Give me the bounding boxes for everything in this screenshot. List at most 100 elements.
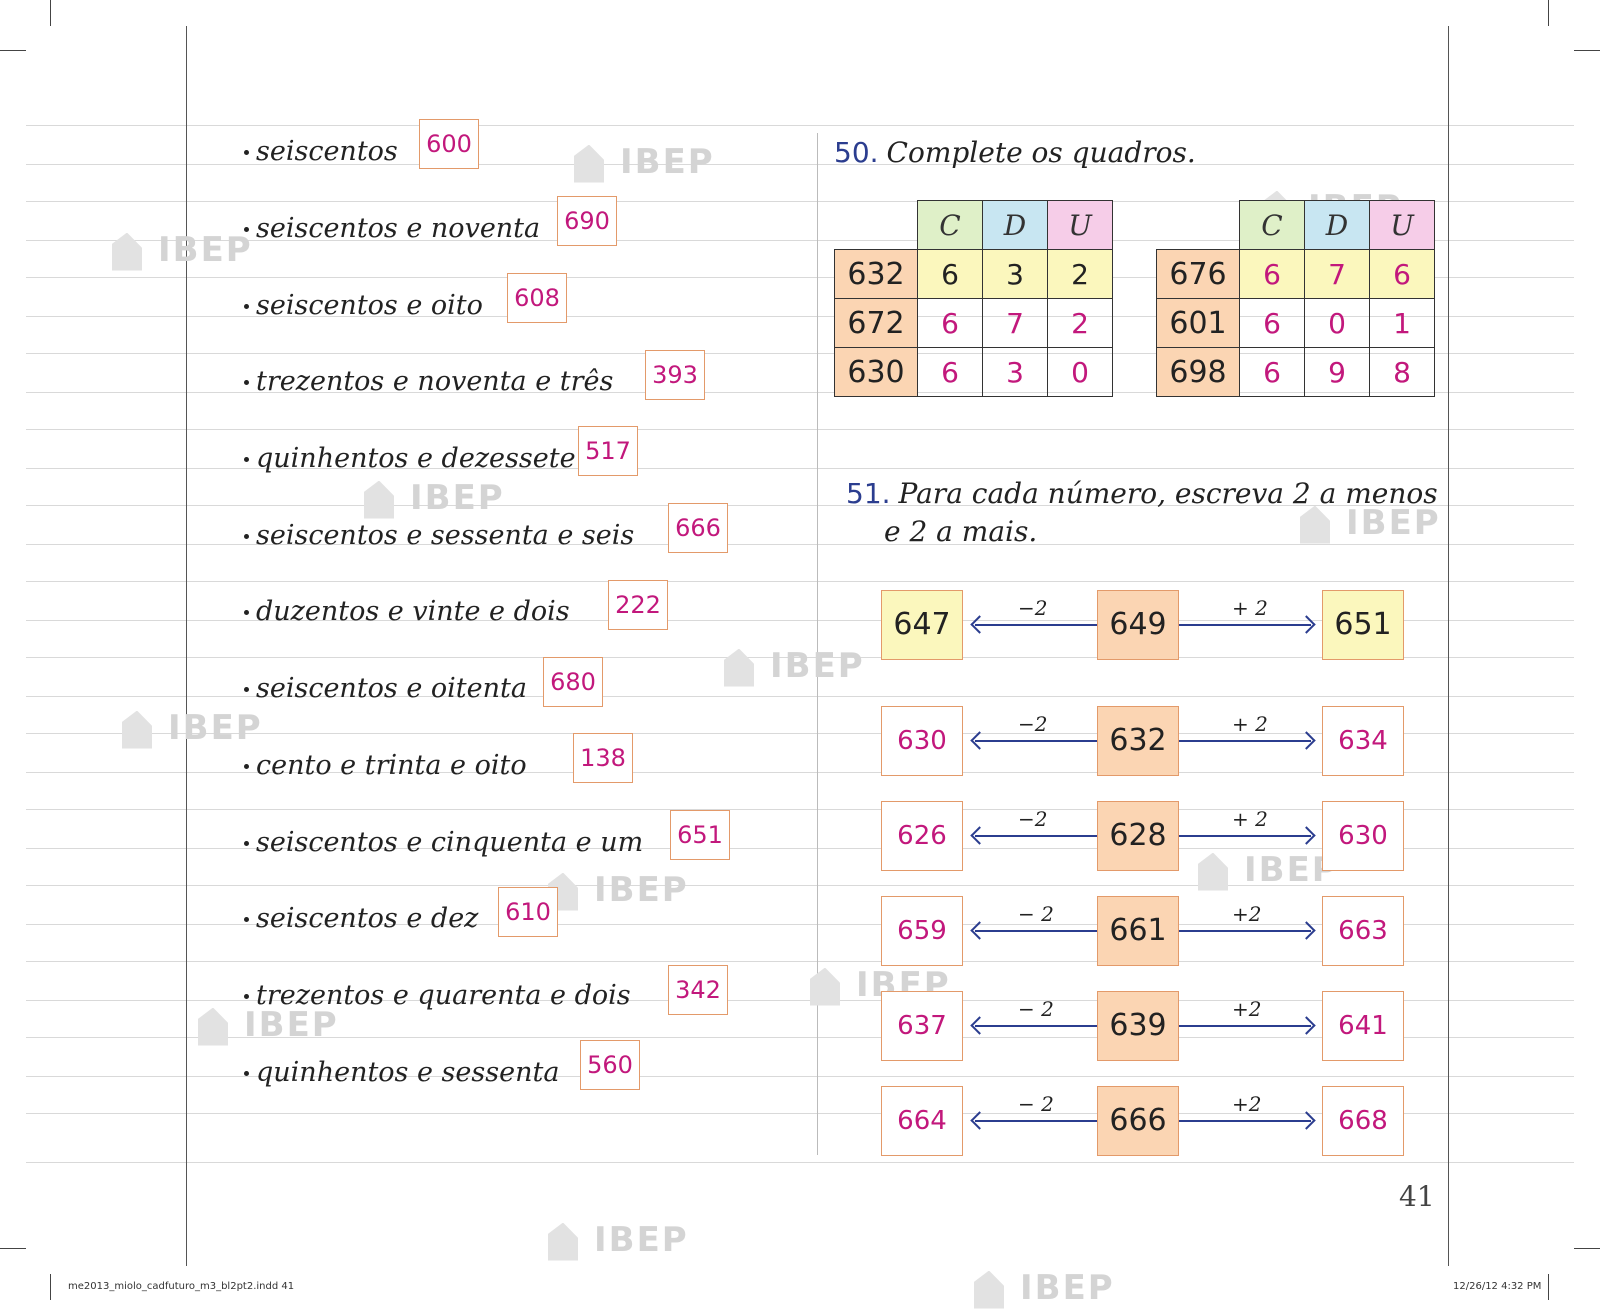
answer-box[interactable]: 610 [498, 887, 558, 937]
right-arrow [1179, 835, 1311, 837]
number-words: quinhentos e sessenta [256, 1057, 560, 1088]
exercise-51-title: 51. Para cada número, escreva 2 a menos [846, 477, 1438, 510]
number-words: seiscentos e sessenta e seis [256, 520, 635, 551]
minus-label: − 2 [1018, 902, 1054, 926]
row-number: 601 [1156, 298, 1240, 348]
cell-d[interactable]: 0 [1304, 298, 1370, 348]
watermark: IBEP [1198, 850, 1339, 891]
number-words: trezentos e noventa e três [256, 366, 614, 397]
answer-box[interactable]: 666 [668, 503, 728, 553]
crop-mark [1548, 0, 1549, 26]
cell-d[interactable]: 3 [982, 347, 1048, 397]
less-box[interactable]: 626 [881, 801, 963, 871]
watermark: IBEP [1300, 503, 1441, 544]
number-words: seiscentos e oitenta [256, 673, 527, 704]
cdu-table-1: C D U 632 6 3 2 672 6 7 2 630 6 3 0 [834, 200, 1113, 397]
cell-d[interactable]: 9 [1304, 347, 1370, 397]
answer-box[interactable]: 600 [419, 119, 479, 169]
minus-label: −2 [1018, 712, 1048, 736]
watermark: IBEP [122, 708, 263, 749]
number-words: seiscentos e dez [256, 903, 479, 934]
minus-label: − 2 [1018, 997, 1054, 1021]
footer-file: me2013_miolo_cadfuturo_m3_bl2pt2.indd 41 [68, 1281, 295, 1292]
cell-d: 3 [982, 249, 1048, 299]
cell-c[interactable]: 6 [1239, 347, 1305, 397]
cell-u[interactable]: 0 [1047, 347, 1113, 397]
plus-label: + 2 [1232, 712, 1268, 736]
answer-box[interactable]: 138 [573, 733, 633, 783]
cell-u: 2 [1047, 249, 1113, 299]
number-words: trezentos e quarenta e dois [256, 980, 631, 1011]
row-number: 676 [1156, 249, 1240, 299]
left-arrow [975, 624, 1097, 626]
cell-c[interactable]: 6 [1239, 298, 1305, 348]
answer-box[interactable]: 342 [668, 965, 728, 1015]
answer-box[interactable]: 680 [543, 657, 603, 707]
list-item: seiscentos e cinquenta e um [244, 827, 643, 858]
center-box: 666 [1097, 1086, 1179, 1156]
cell-u[interactable]: 1 [1369, 298, 1435, 348]
exercise-number: 50. [834, 136, 879, 169]
left-margin-line [186, 26, 187, 1266]
watermark: IBEP [548, 1220, 689, 1261]
answer-box[interactable]: 393 [645, 350, 705, 400]
footer-date: 12/26/12 4:32 PM [1453, 1281, 1542, 1292]
number-words: seiscentos [256, 136, 398, 167]
right-arrow [1179, 930, 1311, 932]
more-box[interactable]: 630 [1322, 801, 1404, 871]
less-box[interactable]: 664 [881, 1086, 963, 1156]
answer-box[interactable]: 560 [580, 1040, 640, 1090]
answer-box[interactable]: 517 [578, 426, 638, 476]
header-d: D [1304, 200, 1370, 250]
minus-label: −2 [1018, 596, 1048, 620]
answer-box[interactable]: 651 [670, 810, 730, 860]
answer-box[interactable]: 690 [557, 196, 617, 246]
cell-c[interactable]: 6 [917, 347, 983, 397]
cell-c[interactable]: 6 [917, 298, 983, 348]
right-arrow [1179, 624, 1311, 626]
number-words: seiscentos e oito [256, 290, 483, 321]
less-box[interactable]: 637 [881, 991, 963, 1061]
left-arrow [975, 740, 1097, 742]
right-arrow [1179, 1025, 1311, 1027]
watermark: IBEP [724, 646, 865, 687]
row-number: 630 [834, 347, 918, 397]
more-box[interactable]: 634 [1322, 706, 1404, 776]
cell-u[interactable]: 8 [1369, 347, 1435, 397]
cell-c[interactable]: 6 [1239, 249, 1305, 299]
more-box[interactable]: 663 [1322, 896, 1404, 966]
minus-label: −2 [1018, 807, 1048, 831]
list-item: seiscentos e noventa [244, 213, 540, 244]
row-number: 698 [1156, 347, 1240, 397]
less-box[interactable]: 630 [881, 706, 963, 776]
more-box[interactable]: 641 [1322, 991, 1404, 1061]
center-box: 639 [1097, 991, 1179, 1061]
list-item: seiscentos e oito [244, 290, 483, 321]
header-c: C [917, 200, 983, 250]
list-item: seiscentos e sessenta e seis [244, 520, 634, 551]
list-item: duzentos e vinte e dois [244, 596, 570, 627]
cell-u[interactable]: 2 [1047, 298, 1113, 348]
less-box[interactable]: 659 [881, 896, 963, 966]
left-arrow [975, 835, 1097, 837]
answer-box[interactable]: 608 [507, 273, 567, 323]
watermark: IBEP [112, 230, 253, 271]
crop-mark [0, 1248, 26, 1249]
more-box: 651 [1322, 590, 1404, 660]
list-item: seiscentos e dez [244, 903, 478, 934]
right-arrow [1179, 740, 1311, 742]
crop-mark [50, 1274, 51, 1300]
cell-u[interactable]: 6 [1369, 249, 1435, 299]
minus-label: − 2 [1018, 1092, 1054, 1116]
exercise-50-title: 50. Complete os quadros. [834, 136, 1196, 169]
plus-label: +2 [1232, 902, 1262, 926]
more-box[interactable]: 668 [1322, 1086, 1404, 1156]
crop-mark [1574, 1248, 1600, 1249]
cell-d[interactable]: 7 [1304, 249, 1370, 299]
center-box: 661 [1097, 896, 1179, 966]
cell-d[interactable]: 7 [982, 298, 1048, 348]
right-margin-line [1448, 26, 1449, 1266]
answer-box[interactable]: 222 [608, 580, 668, 630]
center-box: 628 [1097, 801, 1179, 871]
plus-label: + 2 [1232, 807, 1268, 831]
